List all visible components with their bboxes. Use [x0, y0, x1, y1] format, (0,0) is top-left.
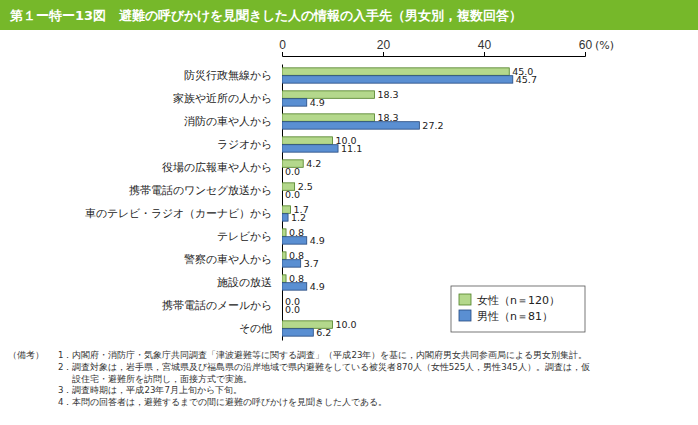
y-tick: 家族や近所の人から	[173, 92, 282, 104]
legend-swatch	[459, 294, 471, 305]
category-label: 消防の車や人から	[184, 115, 272, 127]
note-line: 1．内閣府・消防庁・気象庁共同調査「津波避難等に関する調査」（平成23年）を基に…	[58, 350, 587, 360]
y-tick: 施設の放送	[217, 276, 282, 288]
category-label: 警察の車や人から	[184, 253, 272, 265]
bar	[282, 298, 283, 305]
data-label: 0.8	[289, 273, 304, 284]
bar	[282, 114, 374, 121]
bar	[282, 252, 286, 259]
data-label: 0.8	[289, 227, 304, 238]
notes: （備考） 1．内閣府・消防庁・気象庁共同調査「津波避難等に関する調査」（平成23年…	[8, 350, 590, 407]
bar	[282, 137, 333, 144]
x-axis: 0 20 40 60	[279, 38, 592, 57]
bar	[282, 145, 338, 152]
data-label: 0.0	[285, 189, 300, 200]
bar	[282, 68, 509, 75]
data-label: 18.3	[377, 89, 398, 100]
legend-label: 女性（n＝120）	[477, 294, 560, 307]
note-line: 設住宅・避難所を訪問し，面接方式で実施。	[72, 374, 252, 384]
data-label: 4.9	[310, 281, 325, 292]
data-label: 4.9	[310, 235, 325, 246]
note-line: 3．調査時期は，平成23年7月上旬から下旬。	[58, 385, 242, 395]
category-label: その他	[239, 322, 272, 334]
y-tick: 役場の広報車や人から	[162, 161, 282, 173]
title: 第１ー特ー13図 避難の呼びかけを見聞きした人の情報の入手先（男女別，複数回答）	[9, 8, 522, 23]
y-tick: ラジオから	[217, 138, 282, 150]
x-tick-label: 60	[579, 38, 593, 52]
category-label: 車のテレビ・ラジオ（カーナビ）から	[85, 207, 272, 219]
bar	[282, 191, 283, 198]
x-tick-mark	[484, 52, 485, 56]
y-tick: 車のテレビ・ラジオ（カーナビ）から	[85, 207, 282, 219]
data-label: 0.0	[285, 304, 300, 315]
legend-label: 男性（n＝81）	[477, 310, 553, 323]
data-label: 27.2	[422, 120, 443, 131]
x-tick: 60	[579, 38, 593, 56]
bar	[282, 206, 291, 213]
bar	[282, 122, 419, 129]
data-label: 4.9	[310, 97, 325, 108]
bar	[282, 168, 283, 175]
y-tick: 携帯電話のワンセグ放送から	[129, 184, 282, 196]
data-label: 3.7	[304, 258, 319, 269]
category-label: 防災行政無線から	[184, 69, 272, 81]
x-tick: 20	[377, 38, 391, 56]
x-tick-label: 0	[279, 38, 286, 52]
y-tick: 防災行政無線から	[184, 69, 282, 81]
y-tick: テレビから	[217, 230, 282, 242]
data-label: 10.0	[336, 319, 357, 330]
bar	[282, 275, 286, 282]
notes-label: （備考）	[8, 350, 44, 360]
x-tick: 0	[279, 38, 286, 56]
bar	[282, 76, 513, 83]
bar	[282, 91, 374, 98]
legend-box	[451, 286, 585, 332]
bar	[282, 329, 313, 336]
y-axis: 防災行政無線から家族や近所の人から消防の車や人からラジオから役場の広報車や人から…	[85, 65, 283, 341]
data-label: 0.0	[285, 166, 300, 177]
note-line: 4．本問の回答者は，避難するまでの間に避難の呼びかけを見聞きした人である。	[58, 397, 387, 407]
x-tick-mark	[282, 52, 283, 56]
x-tick-label: 20	[377, 38, 391, 52]
category-label: 携帯電話のメールから	[162, 299, 272, 311]
data-label: 11.1	[341, 143, 362, 154]
x-axis-line	[283, 52, 586, 57]
legend-swatch	[459, 310, 471, 321]
y-tick: 携帯電話のメールから	[162, 299, 282, 311]
data-label: 0.8	[289, 250, 304, 261]
category-label: 施設の放送	[217, 276, 272, 288]
category-label: ラジオから	[217, 138, 272, 150]
note-line: 2．調査対象は，岩手県，宮城県及び福島県の沿岸地域で県内避難をしている被災者87…	[58, 362, 590, 372]
y-tick: 消防の車や人から	[184, 115, 282, 127]
chart: 第１ー特ー13図 避難の呼びかけを見聞きした人の情報の入手先（男女別，複数回答）…	[0, 0, 698, 425]
category-label: 家族や近所の人から	[173, 92, 272, 104]
data-label: 18.3	[377, 112, 398, 123]
y-tick: その他	[239, 322, 282, 334]
data-label: 1.2	[291, 212, 306, 223]
bar	[282, 99, 307, 106]
x-tick-mark	[383, 52, 384, 56]
bar	[282, 306, 283, 313]
title-band	[0, 0, 698, 30]
x-axis-title: (%)	[595, 39, 614, 52]
category-label: テレビから	[217, 230, 272, 242]
bar	[282, 229, 286, 236]
bar	[282, 214, 288, 221]
category-label: 役場の広報車や人から	[162, 161, 272, 173]
x-tick-mark	[585, 52, 586, 56]
data-label: 6.2	[316, 327, 331, 338]
data-label: 45.7	[516, 74, 537, 85]
x-tick-label: 40	[478, 38, 492, 52]
category-label: 携帯電話のワンセグ放送から	[129, 184, 272, 196]
y-tick: 警察の車や人から	[184, 253, 282, 265]
data-label: 4.2	[306, 158, 321, 169]
x-tick: 40	[478, 38, 492, 56]
legend: 女性（n＝120） 男性（n＝81）	[451, 286, 585, 332]
